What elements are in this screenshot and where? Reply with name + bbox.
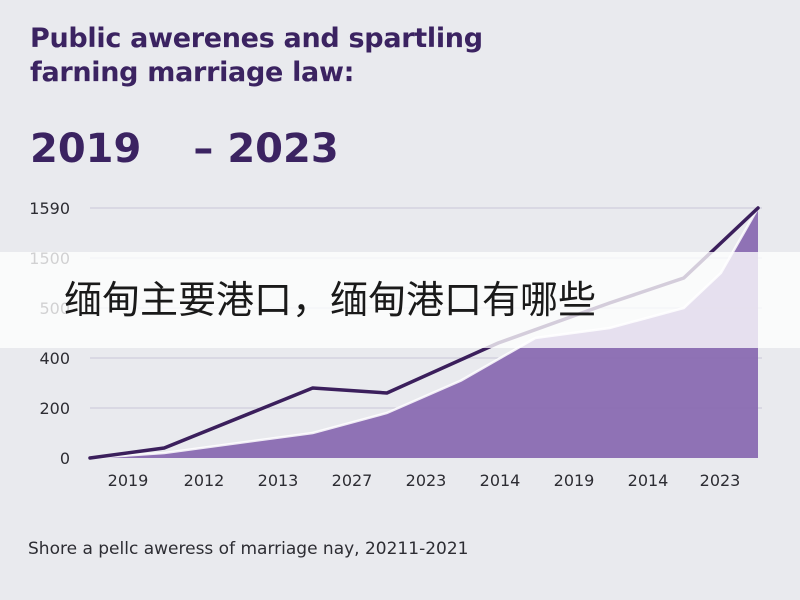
y-tick-label: 0: [60, 449, 70, 468]
x-tick-label: 2019: [108, 471, 149, 490]
x-tick-label: 2012: [184, 471, 225, 490]
x-axis-ticks: 2019 2012 2013 2027 2023 2014 2019 2014 2023: [108, 471, 741, 490]
x-tick-label: 2023: [406, 471, 447, 490]
x-tick-label: 2023: [700, 471, 741, 490]
y-tick-label: 1590: [29, 199, 70, 218]
year-range-end: 2023: [227, 126, 339, 172]
y-tick-label: 200: [39, 399, 70, 418]
banner-overlay-text: 缅甸主要港口，缅甸港口有哪些: [64, 278, 597, 322]
x-tick-label: 2014: [628, 471, 669, 490]
year-range: 2019 –2023: [30, 124, 339, 174]
x-tick-label: 2027: [332, 471, 373, 490]
chart-title-line-1: Public awerenes and spartling: [30, 23, 483, 54]
x-tick-label: 2014: [480, 471, 521, 490]
area-series: [90, 208, 758, 458]
chart-caption: Shore a pellc aweress of marriage nay, 2…: [28, 539, 469, 559]
banner-overlay: [0, 252, 800, 348]
chart-title: Public awerenes and spartling farning ma…: [30, 22, 483, 90]
x-tick-label: 2013: [258, 471, 299, 490]
x-tick-label: 2019: [554, 471, 595, 490]
chart-title-line-2: farning marriage law:: [30, 57, 355, 88]
y-tick-label: 400: [39, 349, 70, 368]
year-range-start: 2019: [30, 126, 142, 172]
year-range-separator: –: [193, 126, 214, 172]
